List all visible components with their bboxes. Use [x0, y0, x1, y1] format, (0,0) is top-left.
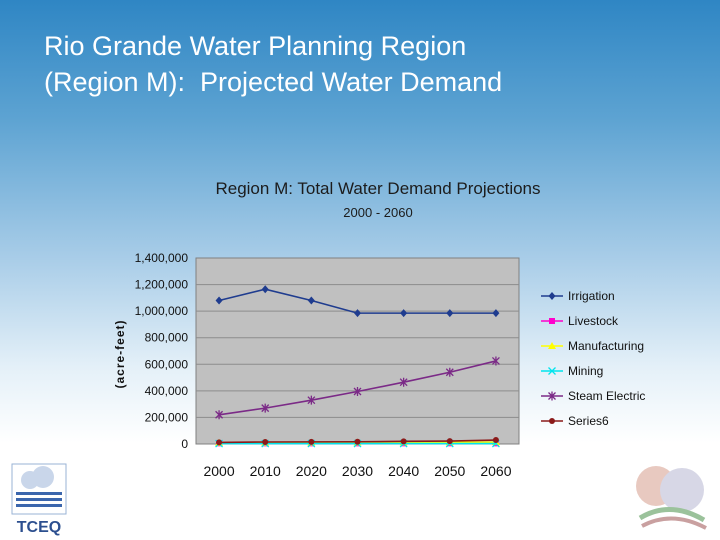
legend-swatch-marker: [548, 391, 556, 401]
legend-swatch-marker: [548, 342, 556, 349]
legend-label: Series6: [568, 414, 609, 428]
data-point: [354, 438, 361, 445]
chart-title: Region M: Total Water Demand Projections: [215, 179, 540, 198]
plot-area: [195, 257, 520, 445]
data-point: [307, 296, 315, 305]
x-tick-label: 2030: [342, 463, 373, 479]
y-tick-label: 1,000,000: [135, 304, 189, 318]
x-tick-label: 2000: [203, 463, 234, 479]
slide-title-line-1: Rio Grande Water Planning Region: [44, 31, 467, 61]
y-tick-label: 1,400,000: [135, 251, 189, 265]
data-point: [262, 439, 269, 446]
data-point: [491, 356, 500, 366]
legend-item: Mining: [541, 364, 603, 378]
data-point: [400, 309, 408, 318]
legend-label: Mining: [568, 364, 603, 378]
data-point: [492, 309, 500, 318]
data-point: [446, 438, 453, 445]
x-tick-label: 2020: [296, 463, 327, 479]
legend-label: Irrigation: [568, 289, 615, 303]
tceq-logo: TCEQ: [11, 463, 67, 536]
data-point: [353, 387, 362, 397]
series-series6: [216, 437, 499, 446]
data-point: [261, 403, 270, 413]
y-tick-label: 0: [181, 437, 188, 451]
y-tick-label: 1,200,000: [135, 278, 189, 292]
data-point: [446, 309, 454, 318]
y-tick-label: 200,000: [145, 410, 189, 424]
legend-label: Manufacturing: [568, 339, 644, 353]
y-tick-label: 600,000: [145, 357, 189, 371]
x-tick-label: 2060: [480, 463, 511, 479]
x-tick-label: 2040: [388, 463, 419, 479]
data-point: [261, 285, 269, 294]
chart-subtitle: 2000 - 2060: [343, 205, 412, 220]
data-point: [399, 377, 408, 387]
seal-logo: [630, 456, 714, 536]
legend-swatch-marker: [549, 418, 555, 424]
legend-item: Manufacturing: [541, 339, 644, 353]
tceq-logo-text: TCEQ: [17, 519, 61, 536]
legend-label: Livestock: [568, 314, 619, 328]
legend-swatch-marker: [549, 318, 555, 324]
data-point: [215, 296, 223, 305]
y-tick-labels: 0 200,000 400,000 600,000 800,000 1,000,000 1,…: [135, 251, 189, 451]
slide-title-line-2: (Region M): Projected Water Demand: [44, 67, 503, 97]
legend-item: Livestock: [541, 314, 619, 328]
data-point: [308, 438, 315, 445]
slide-title: Rio Grande Water Planning Region (Region…: [44, 28, 684, 100]
y-axis-label: (acre-feet): [113, 319, 127, 388]
y-tick-label: 800,000: [145, 331, 189, 345]
legend-label: Steam Electric: [568, 389, 645, 403]
legend-swatch-marker: [548, 292, 556, 300]
y-tick-label: 400,000: [145, 384, 189, 398]
x-tick-label: 2050: [434, 463, 465, 479]
data-point: [354, 309, 361, 318]
gridlines: [196, 284, 519, 418]
series-steam-electric: [215, 356, 500, 420]
data-point: [307, 395, 316, 405]
x-tick-label: 2010: [250, 463, 281, 479]
data-point: [215, 410, 224, 420]
data-point: [445, 367, 454, 377]
data-point: [400, 438, 407, 445]
series-irrigation: [215, 285, 500, 318]
series-lines: [215, 285, 500, 448]
legend-item: Irrigation: [541, 289, 615, 303]
legend: Irrigation Livestock Manufacturing Mining St…: [541, 289, 645, 428]
legend-swatch-marker: [548, 367, 556, 375]
legend-item: Series6: [541, 414, 609, 428]
legend-item: Steam Electric: [541, 389, 645, 403]
data-point: [216, 439, 223, 446]
data-point: [492, 437, 499, 444]
x-tick-labels: 2000 2010 2020 2030 2040 2050 2060: [203, 463, 511, 479]
